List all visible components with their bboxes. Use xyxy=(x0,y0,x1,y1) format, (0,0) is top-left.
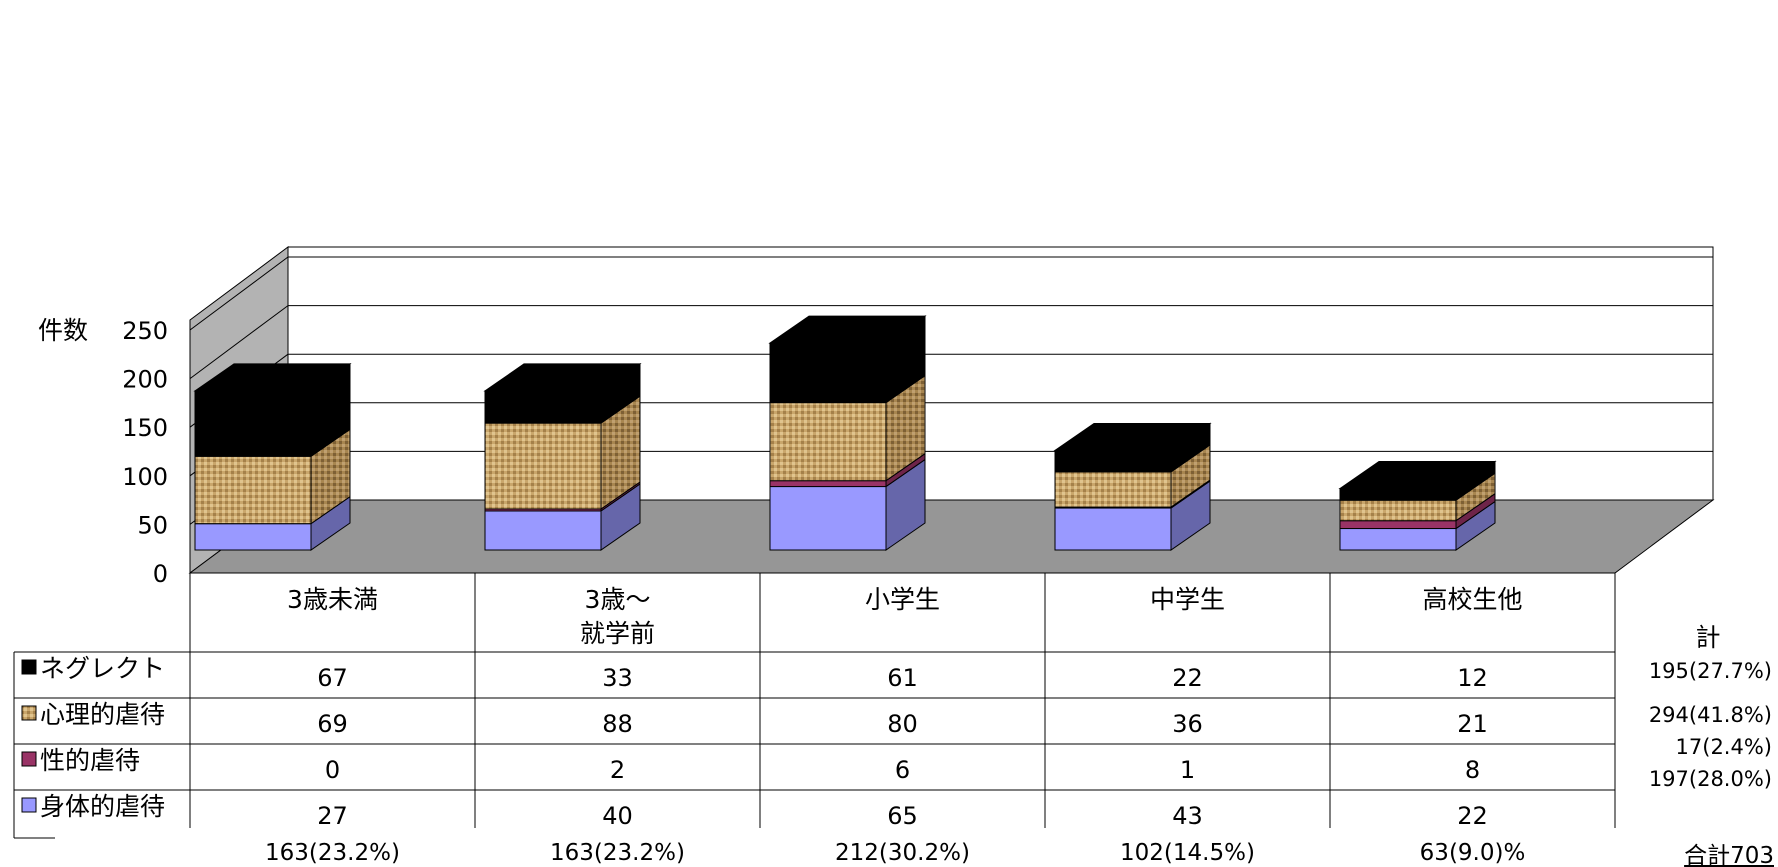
bar-segment xyxy=(1339,528,1457,551)
y-axis-label: 件数 xyxy=(38,316,88,345)
legend-swatch xyxy=(21,659,37,675)
table-cell: 2 xyxy=(610,756,625,784)
grand-total: 合計703 xyxy=(1684,843,1774,867)
legend-swatch xyxy=(21,705,37,721)
y-tick-label: 250 xyxy=(122,317,168,345)
category-label: 中学生 xyxy=(1150,585,1225,614)
row-total: 294(41.8%) xyxy=(1649,703,1772,727)
bar-segment xyxy=(484,390,602,424)
table-cell: 40 xyxy=(602,802,633,830)
column-total: 63(9.0)% xyxy=(1420,840,1526,866)
table-cell: 1 xyxy=(1180,756,1195,784)
bar-segment xyxy=(1339,499,1457,522)
table-cell: 61 xyxy=(887,664,918,692)
row-totals-header: 計 xyxy=(1695,623,1720,652)
table-cell: 0 xyxy=(325,756,340,784)
y-tick-label: 200 xyxy=(122,366,168,394)
bar-segment xyxy=(194,390,312,457)
table-cell: 69 xyxy=(317,710,348,738)
y-tick-label: 100 xyxy=(122,463,168,491)
table-cell: 80 xyxy=(887,710,918,738)
bar-segment xyxy=(769,480,887,488)
row-total: 17(2.4%) xyxy=(1676,735,1772,759)
table-cell: 88 xyxy=(602,710,633,738)
column-total: 212(30.2%) xyxy=(835,840,970,866)
legend-label: 性的虐待 xyxy=(40,746,140,775)
column-total: 163(23.2%) xyxy=(550,840,685,866)
bar-segment xyxy=(1054,471,1172,508)
y-tick-label: 150 xyxy=(122,414,168,442)
y-axis-ticks: 0 50 100 150 200 250 xyxy=(122,317,168,588)
bar-segment xyxy=(1054,449,1172,473)
table-cell: 21 xyxy=(1457,710,1488,738)
gridline-diagonal xyxy=(189,305,289,380)
bar-segment xyxy=(769,486,887,551)
column-total: 102(14.5%) xyxy=(1120,840,1255,866)
row-total: 195(27.7%) xyxy=(1649,659,1772,683)
bar-segment xyxy=(194,523,312,551)
category-label: 3歳～ xyxy=(585,585,651,614)
gridline-diagonal xyxy=(189,256,289,331)
category-label: 就学前 xyxy=(580,619,655,648)
bar-top xyxy=(193,363,352,392)
table-cell: 67 xyxy=(317,664,348,692)
table-cell: 36 xyxy=(1172,710,1203,738)
table-cell: 43 xyxy=(1172,802,1203,830)
bar-top xyxy=(1053,422,1212,451)
bar-segment xyxy=(769,342,887,404)
table-cell: 22 xyxy=(1172,664,1203,692)
bar-segment xyxy=(194,455,312,525)
bar-top xyxy=(483,363,642,392)
bar-top xyxy=(1338,461,1497,490)
legend-swatch xyxy=(21,797,37,813)
bar-segment xyxy=(1054,507,1172,551)
row-total: 197(28.0%) xyxy=(1649,767,1772,791)
table-cell: 22 xyxy=(1457,802,1488,830)
table-cell: 12 xyxy=(1457,664,1488,692)
legend-swatch xyxy=(21,751,37,767)
table-cell: 6 xyxy=(895,756,910,784)
bar-segment xyxy=(484,422,602,510)
table-cell: 33 xyxy=(602,664,633,692)
legend-label: ネグレクト xyxy=(40,654,165,683)
table-cell: 27 xyxy=(317,802,348,830)
category-label: 高校生他 xyxy=(1422,585,1522,614)
bar-segment xyxy=(1339,488,1457,501)
bar-segment xyxy=(769,402,887,482)
bars xyxy=(193,315,1497,551)
column-total: 163(23.2%) xyxy=(265,840,400,866)
table-cell: 8 xyxy=(1465,756,1480,784)
y-tick-label: 50 xyxy=(137,511,168,539)
category-label: 小学生 xyxy=(865,585,940,614)
category-label: 3歳未満 xyxy=(287,585,378,614)
legend-label: 心理的虐待 xyxy=(40,700,165,729)
bar-segment xyxy=(484,510,602,551)
legend-label: 身体的虐待 xyxy=(40,792,165,821)
table-cell: 65 xyxy=(887,802,918,830)
bar-top xyxy=(768,315,927,344)
bar-segment xyxy=(1339,520,1457,530)
y-tick-label: 0 xyxy=(153,560,168,588)
